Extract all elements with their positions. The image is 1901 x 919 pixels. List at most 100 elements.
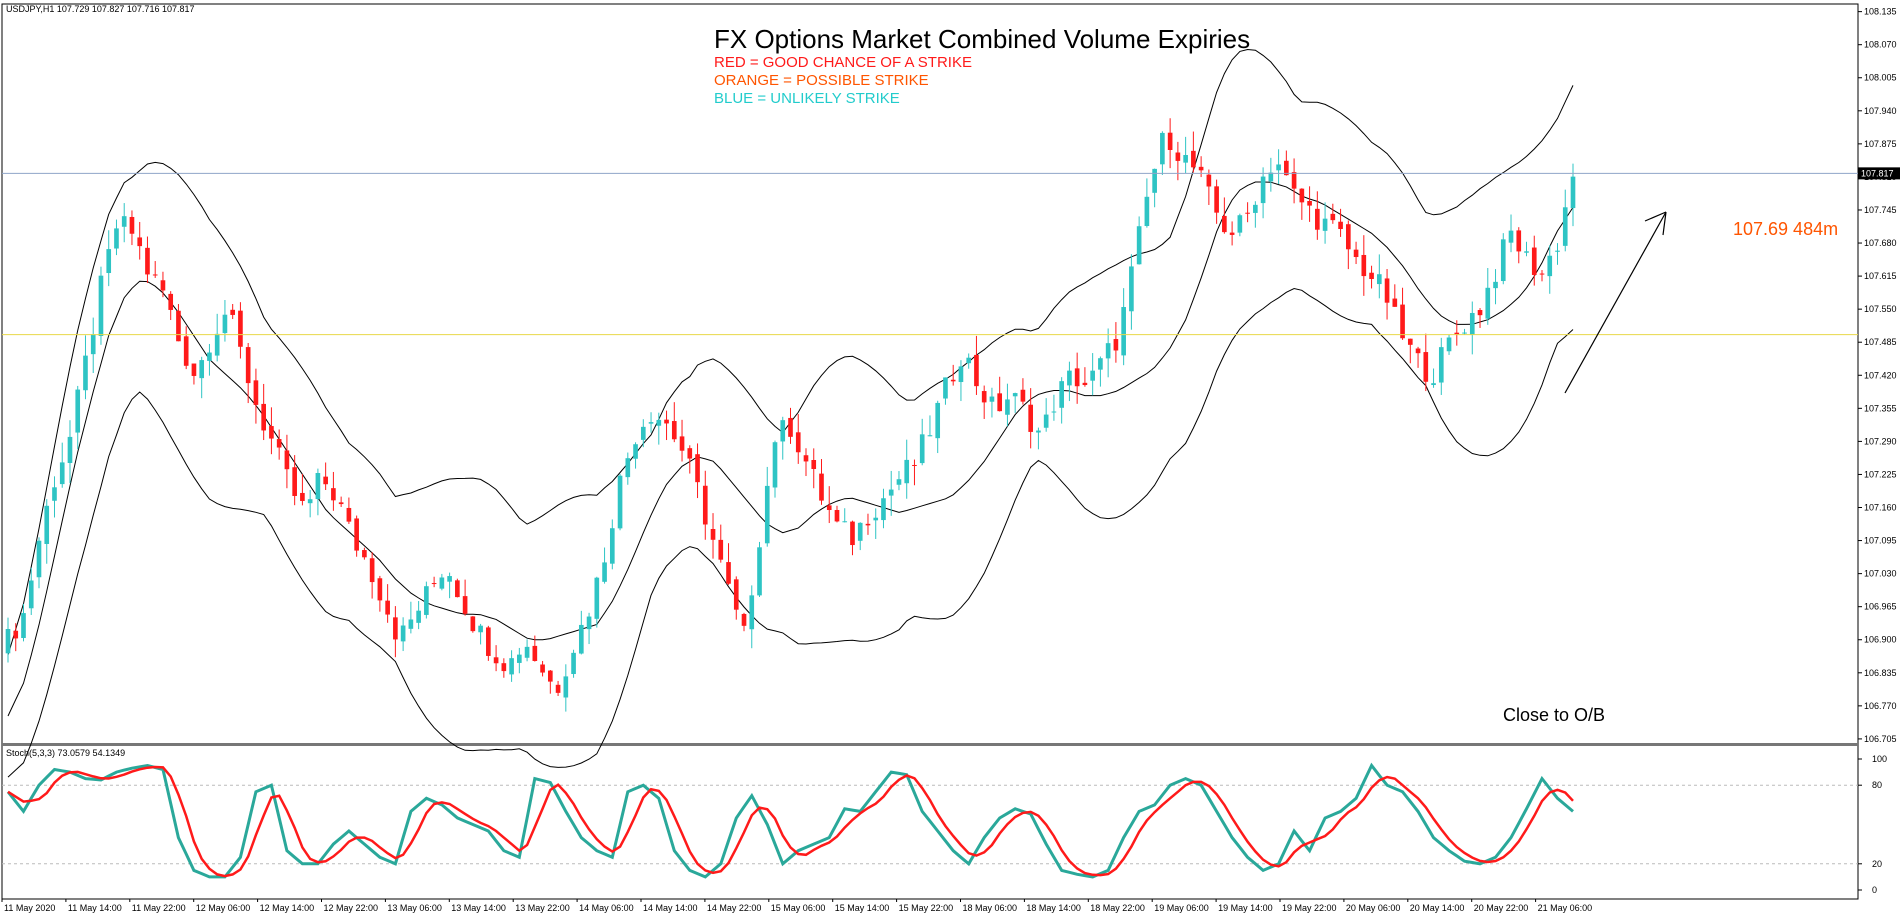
candle-body xyxy=(958,366,964,383)
candle-body xyxy=(834,510,840,522)
candle-body xyxy=(152,274,158,276)
candle-body xyxy=(230,309,236,315)
candle-body xyxy=(1493,281,1498,289)
candle-body xyxy=(129,216,135,234)
axes: 108.135 108.070 108.005 107.940 107.875 107.8… xyxy=(1,7,1900,913)
candle-body xyxy=(121,216,127,227)
candle-body xyxy=(1191,150,1196,168)
candle-body xyxy=(826,505,832,510)
candle-body xyxy=(493,657,499,664)
candle-body xyxy=(377,578,383,601)
candle-body xyxy=(1152,168,1157,193)
candle-body xyxy=(1105,343,1111,359)
candle-body xyxy=(1167,132,1173,150)
candle-body xyxy=(44,505,50,544)
candle-body xyxy=(28,580,34,609)
projection-arrow xyxy=(1564,211,1667,394)
candle-body xyxy=(238,310,243,347)
candle-body xyxy=(424,586,429,615)
candle-body xyxy=(1322,218,1328,231)
candle-body xyxy=(478,625,483,633)
candle-body xyxy=(145,247,150,275)
candle-body xyxy=(183,336,189,366)
candle-body xyxy=(563,676,569,698)
time-tick-label: 15 May 06:00 xyxy=(771,903,826,913)
candle-body xyxy=(1183,155,1188,163)
candle-body xyxy=(1555,250,1560,252)
time-tick-label: 13 May 06:00 xyxy=(387,903,442,913)
candle-body xyxy=(943,377,948,399)
candle-body xyxy=(788,417,793,437)
price-tick-label: 107.550 xyxy=(1864,304,1897,314)
candle-body xyxy=(1477,310,1483,316)
candle-body xyxy=(1361,254,1367,277)
candle-body xyxy=(338,502,344,505)
candle-body xyxy=(1330,213,1336,221)
candle-body xyxy=(13,630,19,639)
candle-body xyxy=(354,518,359,551)
candle-body xyxy=(1136,226,1142,265)
price-tick-label: 107.290 xyxy=(1864,436,1897,446)
candle-body xyxy=(1144,196,1150,227)
candle-body xyxy=(1268,172,1274,182)
candle-body xyxy=(222,314,228,334)
candle-body xyxy=(656,419,662,426)
candle-body xyxy=(602,562,607,582)
candle-body xyxy=(59,462,65,485)
candle-body xyxy=(5,629,11,654)
price-tick-label: 107.095 xyxy=(1864,536,1897,546)
candle-body xyxy=(1043,414,1049,428)
price-tick-label: 106.705 xyxy=(1864,734,1897,744)
candle-body xyxy=(307,499,313,504)
candle-body xyxy=(439,577,445,589)
candle-body xyxy=(710,528,716,540)
candle-body xyxy=(416,610,421,623)
candle-body xyxy=(245,347,251,384)
candle-body xyxy=(1253,204,1258,213)
candle-body xyxy=(261,403,266,431)
price-tick-label: 106.900 xyxy=(1864,635,1897,645)
candle-body xyxy=(1020,389,1026,402)
candle-body xyxy=(509,658,514,675)
candle-body xyxy=(966,357,972,364)
stoch-main-line xyxy=(6,762,1574,879)
candle-body xyxy=(1338,221,1343,230)
candle-body xyxy=(671,421,677,440)
candle-body xyxy=(1059,381,1064,408)
candle-body xyxy=(393,617,398,640)
candle-body xyxy=(726,562,731,584)
candle-body xyxy=(1074,368,1080,387)
time-tick-label: 20 May 22:00 xyxy=(1474,903,1529,913)
candle-body xyxy=(52,487,57,501)
price-tick-label: 107.225 xyxy=(1864,469,1897,479)
candle-body xyxy=(640,426,646,440)
price-tick-label: 106.770 xyxy=(1864,701,1897,711)
candle-body xyxy=(447,576,452,582)
candle-body xyxy=(369,558,375,583)
candle-body xyxy=(950,379,956,382)
candle-body xyxy=(927,435,933,437)
candle-body xyxy=(989,396,995,402)
candle-body xyxy=(842,521,848,523)
candle-body xyxy=(1082,382,1088,386)
candle-body xyxy=(1376,274,1382,285)
candle-body xyxy=(160,280,166,291)
candle-body xyxy=(904,459,910,484)
price-levels xyxy=(2,172,1858,336)
candle-body xyxy=(75,389,81,433)
legend-red: RED = GOOD CHANCE OF A STRIKE xyxy=(714,54,972,71)
candle-body xyxy=(1392,298,1398,307)
price-tick-label: 107.355 xyxy=(1864,403,1897,413)
candle-body xyxy=(408,619,414,629)
candle-body xyxy=(300,492,305,501)
time-tick-label: 14 May 22:00 xyxy=(707,903,762,913)
candle-body xyxy=(284,450,290,470)
time-tick-label: 12 May 06:00 xyxy=(196,903,251,913)
candle-body xyxy=(803,455,809,462)
candle-body xyxy=(1005,399,1010,415)
price-tick-label: 107.030 xyxy=(1864,569,1897,579)
candle-body xyxy=(517,654,522,663)
price-tick-label: 107.485 xyxy=(1864,337,1897,347)
candle-body xyxy=(540,664,545,673)
